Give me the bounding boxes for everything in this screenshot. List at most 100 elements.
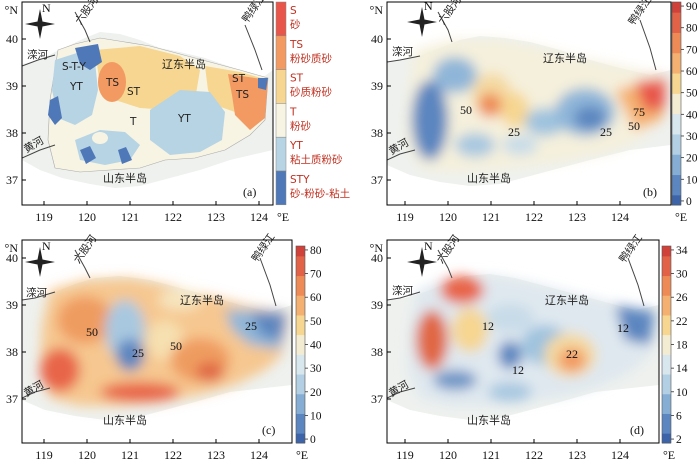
- colorbar-cell: [296, 334, 305, 341]
- lat-tick-label-d: 38: [371, 345, 383, 359]
- north-arrow-c: N: [25, 239, 55, 277]
- colorbar-cell: [662, 403, 671, 410]
- colorbar-cell: [662, 393, 671, 400]
- colorbar-label: 60: [686, 66, 698, 78]
- lon-unit-d: °E: [663, 448, 675, 462]
- colorbar-cell: [672, 37, 681, 44]
- colorbar-cell: [296, 378, 305, 385]
- colorbar-cell: [296, 300, 305, 306]
- colorbar-cell: [672, 169, 681, 176]
- colorbar-cell: [296, 369, 305, 375]
- colorbar-cell: [296, 255, 305, 262]
- colorbar-cell: [672, 159, 681, 165]
- colorbar-cell: [296, 260, 305, 267]
- colorbar-cell: [662, 319, 671, 326]
- colorbar-cell: [296, 310, 305, 316]
- colorbar-cell: [672, 194, 681, 201]
- north-letter-a: N: [42, 1, 51, 15]
- colorbar-cell: [662, 433, 671, 439]
- colorbar-label: 60: [310, 292, 322, 304]
- place-liaodong-c: 辽东半岛: [180, 293, 224, 307]
- lat-tick-label-b: 39: [371, 79, 383, 93]
- lon-tick-label-b: 121: [482, 210, 500, 224]
- zone-sty-5: [258, 78, 268, 90]
- colorbar-cell: [662, 329, 671, 336]
- colorbar-cell: [296, 270, 305, 277]
- colorbar-label: 30: [310, 363, 322, 375]
- place-liaodong-a: 辽东半岛: [162, 57, 206, 71]
- colorbar-cell: [672, 123, 681, 130]
- lon-tick-label-d: 121: [482, 448, 500, 462]
- colorbar-cell: [672, 47, 681, 54]
- land-south-a: [22, 150, 273, 205]
- legend-code-sty: STY: [290, 174, 310, 186]
- colorbar-cell: [662, 349, 671, 355]
- lat-tick-label-c: 39: [6, 298, 18, 312]
- lat-tick-label-b: 38: [371, 126, 383, 140]
- colorbar-cell: [672, 103, 681, 110]
- colorbar-cell: [662, 428, 671, 434]
- contour-label: 22: [566, 347, 578, 361]
- colorbar-cell: [672, 88, 681, 94]
- colorbar-cell: [672, 108, 681, 115]
- colorbar-cell: [296, 250, 305, 257]
- colorbar-label: 10: [310, 410, 322, 422]
- lat-unit-a: °N: [5, 3, 19, 17]
- colorbar-cell: [296, 359, 305, 365]
- colorbar-cell: [296, 354, 305, 360]
- colorbar-cell: [672, 144, 681, 150]
- lon-tick-label-c: 124: [250, 448, 268, 462]
- colorbar-cell: [672, 78, 681, 84]
- place-luanhe-c: 滦河: [26, 286, 47, 299]
- colorbar-cell: [662, 314, 671, 321]
- zone-sty-1: [75, 44, 102, 70]
- colorbar-cell: [662, 344, 671, 350]
- lon-unit-b: °E: [675, 210, 687, 224]
- colorbar-cell: [672, 118, 681, 125]
- north-arrow-b: N: [407, 0, 437, 37]
- colorbar-label: 22: [676, 316, 688, 328]
- contour-label: 12: [482, 319, 494, 333]
- lon-tick-label-c: 119: [35, 448, 53, 462]
- contour-label: 50: [86, 325, 98, 339]
- legend-name-sty: 砂-粉砂-粘土: [290, 187, 350, 200]
- colorbar-cell: [296, 383, 305, 390]
- colorbar-cell: [296, 319, 305, 326]
- colorbar-cell: [296, 438, 305, 444]
- colorbar-label: 10: [686, 174, 698, 186]
- colorbar-cell: [662, 374, 671, 380]
- contour-label: 50: [170, 339, 182, 353]
- legend-name-st: 砂质粉砂: [290, 86, 332, 99]
- colorbar-cell: [296, 423, 305, 429]
- contour-label: 25: [132, 346, 144, 360]
- colorbar-cell: [672, 189, 681, 196]
- colorbar-cell: [672, 2, 681, 8]
- legend-swatch-st: [275, 69, 287, 104]
- colorbar-cell: [662, 438, 671, 444]
- map-label-a: YT: [69, 81, 83, 93]
- colorbar-cell: [662, 295, 671, 301]
- colorbar-cell: [296, 329, 305, 336]
- lat-tick-label-c: 40: [6, 251, 18, 265]
- colorbar-cell: [662, 383, 671, 390]
- map-label-a: T: [129, 116, 137, 128]
- lat-tick-label-d: 39: [371, 298, 383, 312]
- colorbar-cell: [296, 398, 305, 405]
- colorbar-cell: [672, 7, 681, 13]
- colorbar-label: 26: [676, 292, 688, 304]
- zone-yt-east: [150, 90, 225, 155]
- map-label-a: TS: [105, 77, 119, 89]
- lon-tick-label-a: 122: [164, 210, 182, 224]
- map-label-a: YT: [177, 113, 191, 125]
- colorbar-cell: [662, 250, 671, 257]
- colorbar-cell: [672, 179, 681, 186]
- map-area-b: [387, 2, 671, 205]
- colorbar-label: 6: [676, 410, 682, 422]
- colorbar-cell: [672, 32, 681, 39]
- lon-tick-label-d: 122: [525, 448, 543, 462]
- colorbar-cell: [662, 359, 671, 365]
- lat-unit-d: °N: [370, 241, 384, 255]
- colorbar-cell: [296, 295, 305, 301]
- colorbar-cell: [672, 98, 681, 104]
